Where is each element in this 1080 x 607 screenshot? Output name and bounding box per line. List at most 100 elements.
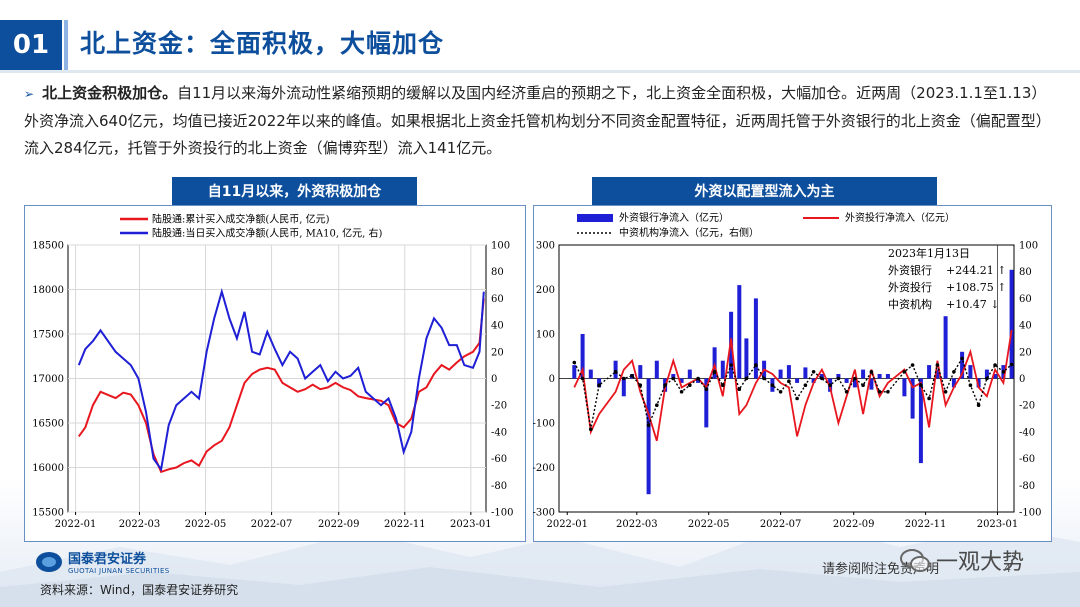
- bar-foreign-bank-inflow: [696, 378, 701, 383]
- bar-foreign-bank-inflow: [613, 360, 618, 379]
- left-axis-tick-label: -200: [533, 463, 555, 474]
- point-chinese-inst: [597, 383, 601, 387]
- point-chinese-inst: [811, 370, 816, 374]
- annotation-value: +244.21 ↑: [946, 264, 1006, 277]
- point-chinese-inst: [985, 376, 989, 381]
- point-chinese-inst: [861, 383, 865, 387]
- intro-lead: 北上资金积极加仓。: [42, 84, 178, 102]
- annotation-label: 外资银行: [888, 263, 932, 277]
- bar-foreign-bank-inflow: [687, 369, 692, 379]
- page-number: 4: [1004, 562, 1011, 575]
- bar-foreign-bank-inflow: [885, 374, 890, 379]
- right-chart: -300-200-1000100200300-100-80-60-40-2002…: [533, 211, 1041, 530]
- point-chinese-inst: [877, 390, 882, 394]
- point-chinese-inst: [589, 427, 593, 431]
- bar-foreign-bank-inflow: [803, 367, 808, 379]
- bar-foreign-bank-inflow: [704, 378, 709, 428]
- wechat-icon: [900, 549, 930, 572]
- x-axis-tick-label: 2022-09: [318, 519, 360, 530]
- legend-label: 陆股通:当日买入成交净额(人民币, MA10, 亿元, 右): [152, 227, 383, 240]
- title-divider: [0, 70, 1080, 73]
- point-chinese-inst: [663, 383, 667, 387]
- point-chinese-inst: [910, 363, 915, 367]
- left-axis-tick-label: 18000: [32, 285, 64, 296]
- point-chinese-inst: [572, 360, 577, 365]
- point-chinese-inst: [935, 363, 940, 367]
- left-axis-tick-label: -100: [533, 419, 555, 430]
- intro-paragraph: ➢ 北上资金积极加仓。自11月以来海外流动性紧缩预期的缓解以及国内经济重启的预期之…: [24, 80, 1054, 162]
- x-axis-tick-label: 2022-09: [833, 519, 875, 530]
- bar-foreign-bank-inflow: [1009, 269, 1014, 379]
- point-chinese-inst: [976, 403, 981, 407]
- right-axis-tick-label: -20: [491, 401, 507, 412]
- annotation-label: 外资投行: [888, 280, 932, 294]
- bar-foreign-bank-inflow: [580, 334, 585, 379]
- bar-foreign-bank-inflow: [836, 374, 841, 379]
- left-axis-tick-label: 16000: [32, 463, 64, 474]
- left-axis-tick-label: -300: [533, 508, 555, 519]
- point-chinese-inst: [952, 370, 956, 374]
- bar-foreign-bank-inflow: [877, 374, 882, 379]
- point-chinese-inst: [729, 363, 733, 367]
- point-chinese-inst: [828, 383, 832, 387]
- bar-foreign-bank-inflow: [960, 351, 965, 379]
- bar-foreign-bank-inflow: [869, 378, 874, 390]
- source-note: 资料来源：Wind，国泰君安证券研究: [40, 583, 239, 597]
- point-chinese-inst: [622, 376, 626, 381]
- right-chart-title: 外资以配置型流入为主: [592, 177, 937, 205]
- annotation-label: 中资机构: [888, 297, 932, 311]
- legend-label: 外资银行净流入（亿元）: [619, 211, 729, 224]
- intro-body: 自11月以来海外流动性紧缩预期的缓解以及国内经济重启的预期之下，北上资金全面积极…: [24, 84, 1051, 157]
- bar-foreign-bank-inflow: [654, 360, 659, 379]
- right-axis-tick-label: 80: [491, 267, 504, 278]
- right-axis-tick-label: -60: [491, 454, 507, 465]
- bar-foreign-bank-inflow: [968, 365, 973, 379]
- title-accent-bar: [64, 20, 68, 70]
- left-axis-tick-label: 300: [536, 241, 555, 252]
- point-chinese-inst: [853, 376, 857, 381]
- point-chinese-inst: [902, 370, 907, 374]
- x-axis-tick-label: 2022-03: [616, 519, 658, 530]
- right-axis-tick-label: 100: [1019, 241, 1038, 252]
- right-axis-tick-label: -40: [491, 427, 507, 438]
- left-axis-tick-label: 18500: [32, 241, 64, 252]
- point-chinese-inst: [696, 376, 700, 381]
- right-axis-tick-label: 60: [1019, 294, 1032, 305]
- point-chinese-inst: [655, 403, 659, 407]
- point-chinese-inst: [943, 390, 948, 394]
- point-chinese-inst: [1001, 370, 1006, 374]
- annotation-title: 2023年1月13日: [888, 246, 970, 260]
- logo-icon: [36, 551, 62, 572]
- x-axis-tick-label: 2022-01: [546, 519, 588, 530]
- bar-foreign-bank-inflow: [679, 378, 684, 383]
- right-axis-tick-label: -100: [491, 508, 513, 519]
- x-axis-tick-label: 2022-03: [119, 519, 161, 530]
- section-number: 01: [0, 20, 62, 70]
- right-axis-tick-label: 20: [1019, 347, 1032, 358]
- point-chinese-inst: [919, 383, 923, 387]
- point-chinese-inst: [844, 390, 849, 394]
- point-chinese-inst: [630, 374, 634, 378]
- point-chinese-inst: [787, 379, 791, 383]
- point-chinese-inst: [613, 370, 618, 374]
- point-chinese-inst: [679, 390, 684, 394]
- legend-label: 外资投行净流入（亿元）: [845, 211, 955, 224]
- point-chinese-inst: [927, 396, 931, 401]
- right-axis-tick-label: 40: [491, 321, 504, 332]
- right-axis-tick-label: 60: [491, 294, 504, 305]
- bar-foreign-bank-inflow: [935, 369, 940, 379]
- point-chinese-inst: [1009, 362, 1014, 367]
- bar-foreign-bank-inflow: [720, 360, 725, 379]
- bar-foreign-bank-inflow: [597, 378, 602, 388]
- point-chinese-inst: [778, 390, 783, 394]
- left-axis-tick-label: 17000: [32, 374, 64, 385]
- right-axis-tick-label: -80: [491, 481, 507, 492]
- x-axis-tick-label: 2022-07: [251, 519, 293, 530]
- point-chinese-inst: [993, 363, 997, 367]
- point-chinese-inst: [960, 356, 964, 361]
- bar-foreign-bank-inflow: [819, 374, 824, 379]
- legend-swatch: [577, 214, 613, 222]
- legend-label: 陆股通:累计买入成交净额(人民币, 亿元): [152, 213, 330, 226]
- x-axis-tick-label: 2022-11: [384, 519, 426, 530]
- right-axis-tick-label: -60: [1019, 454, 1035, 465]
